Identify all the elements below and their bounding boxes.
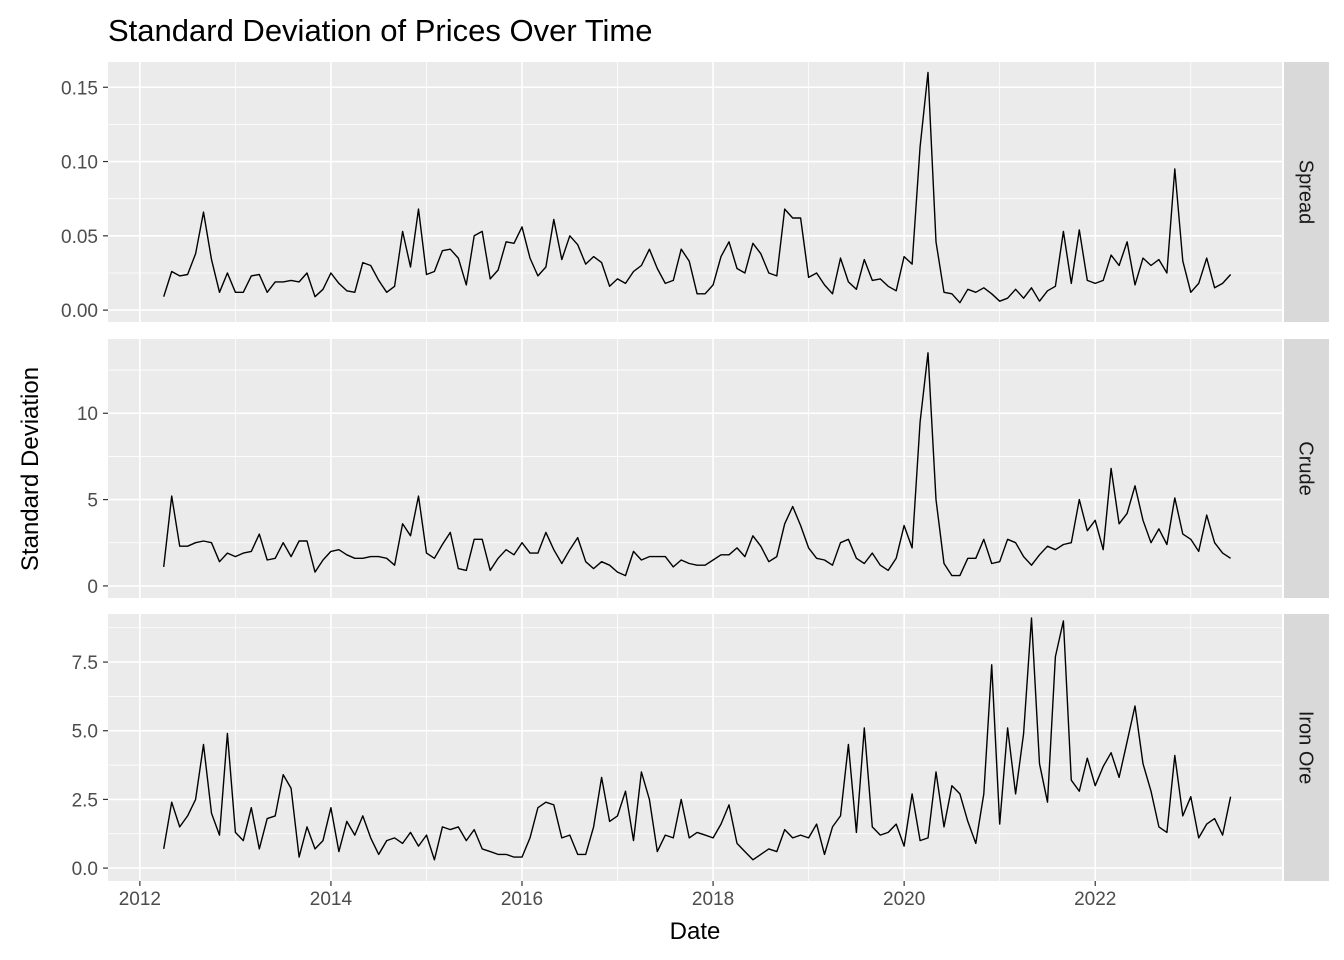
- x-tick-label: 2016: [501, 889, 543, 910]
- y-tick-label: 2.5: [72, 790, 98, 811]
- series-line: [163, 71, 1232, 304]
- panel-background: [108, 614, 1282, 881]
- y-tick-label: 0.15: [61, 78, 98, 99]
- chart-title: Standard Deviation of Prices Over Time: [108, 13, 652, 48]
- series-line: [163, 617, 1232, 861]
- y-tick-label: 0.05: [61, 227, 98, 248]
- x-tick-label: 2014: [310, 889, 353, 910]
- x-tick-label: 2018: [692, 889, 734, 910]
- facet-strip-label: Spread: [1295, 160, 1317, 225]
- x-tick-label: 2012: [119, 889, 161, 910]
- x-tick-label: 2022: [1074, 889, 1116, 910]
- y-axis-title: Standard Deviation: [17, 367, 44, 571]
- facet-strip: [1284, 62, 1329, 322]
- panel-background: [108, 339, 1282, 598]
- facet-strip-label: Iron Ore: [1295, 711, 1317, 784]
- facet-strip: [1284, 339, 1329, 598]
- x-axis: 2012 2014 2016 2018 2020 2022: [119, 881, 1116, 910]
- y-tick-label: 7.5: [72, 653, 98, 674]
- y-tick-label: 0: [87, 577, 98, 598]
- y-tick-label: 0.00: [61, 301, 98, 322]
- facet-strip-label: Crude: [1295, 441, 1317, 495]
- y-tick-label: 0.0: [72, 859, 98, 880]
- y-tick-label: 5.0: [72, 722, 98, 743]
- y-tick-label: 10: [77, 404, 98, 425]
- facet-panel: 0.00 0.05 0.10 0.15 Spread: [61, 62, 1329, 322]
- x-tick-label: 2020: [883, 889, 925, 910]
- series-line: [163, 352, 1231, 577]
- facet-panel: 0.0 2.5 5.0 7.5 Iron Ore: [72, 614, 1329, 881]
- y-tick-label: 5: [87, 491, 98, 512]
- y-tick-label: 0.10: [61, 153, 98, 174]
- facet-strip: [1284, 614, 1329, 881]
- facet-panels: 0.00 0.05 0.10 0.15 Spread 0 5 10 Crude 0.0 2.5 5.0…: [61, 62, 1329, 881]
- facet-panel: 0 5 10 Crude: [77, 339, 1329, 598]
- x-axis-title: Date: [670, 918, 721, 945]
